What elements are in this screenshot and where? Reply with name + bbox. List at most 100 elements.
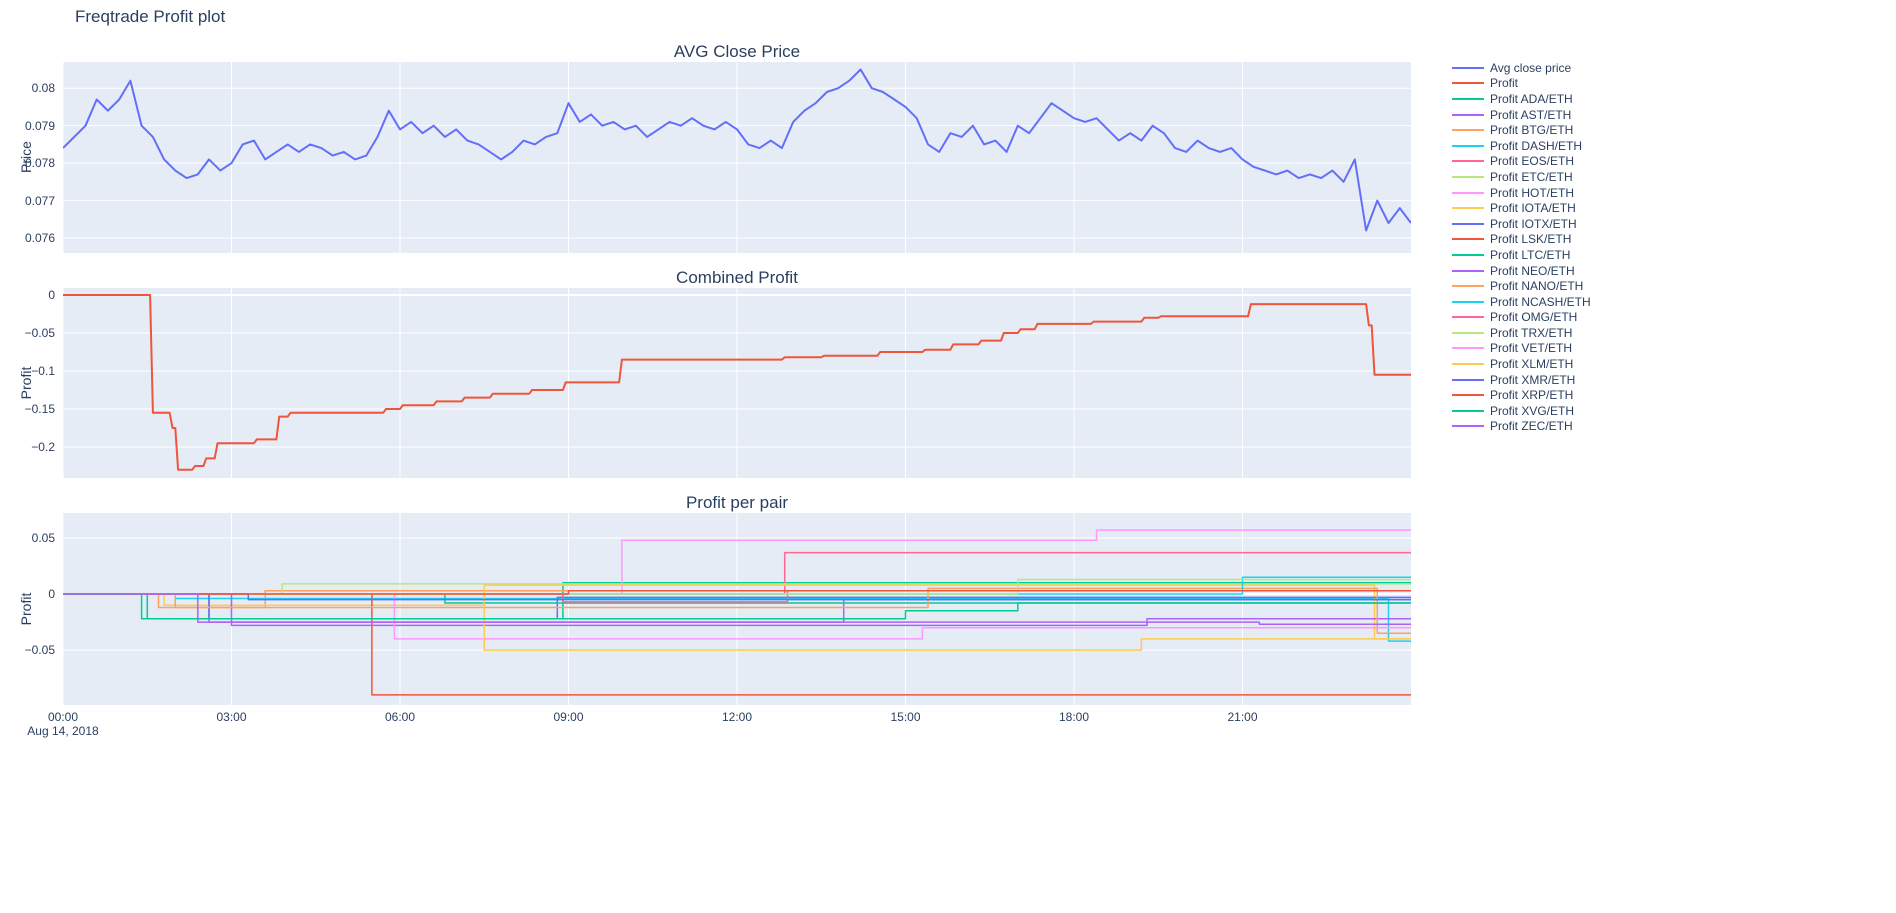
- y-tick-label: 0.05: [31, 530, 55, 545]
- legend-label: Profit XMR/ETH: [1490, 372, 1576, 387]
- x-tick-label: 06:00: [384, 710, 416, 724]
- legend-line-swatch-icon: [1452, 331, 1484, 334]
- legend-item-profit-ltc-eth[interactable]: Profit LTC/ETH: [1452, 247, 1591, 263]
- legend-line-swatch-icon: [1452, 160, 1484, 163]
- legend-label: Profit XRP/ETH: [1490, 388, 1574, 403]
- legend-line-swatch-icon: [1452, 285, 1484, 288]
- legend-line-swatch-icon: [1452, 222, 1484, 225]
- y-tick-label: 0.079: [24, 118, 55, 133]
- avg-close-price-plot-area[interactable]: [63, 62, 1411, 253]
- legend-item-profit-xrp-eth[interactable]: Profit XRP/ETH: [1452, 387, 1591, 403]
- legend-item-profit-xmr-eth[interactable]: Profit XMR/ETH: [1452, 372, 1591, 388]
- legend-item-profit-vet-eth[interactable]: Profit VET/ETH: [1452, 341, 1591, 357]
- x-tick-label: 09:00: [553, 710, 584, 724]
- y-tick-label: −0.05: [24, 643, 55, 658]
- profit-per-pair-plot-area[interactable]: [63, 513, 1411, 705]
- legend-line-swatch-icon: [1452, 394, 1484, 397]
- series-profit-xvg-eth: [63, 593, 1411, 620]
- x-tick-label: 15:00: [890, 710, 921, 724]
- legend-label: Profit HOT/ETH: [1490, 185, 1575, 200]
- legend-item-profit-ada-eth[interactable]: Profit ADA/ETH: [1452, 91, 1591, 107]
- legend-label: Profit LTC/ETH: [1490, 247, 1571, 262]
- x-tick-label: 12:00: [721, 710, 753, 724]
- chart-title-combined-profit: Combined Profit: [676, 268, 798, 287]
- x-tick-label: 00:00: [47, 710, 79, 724]
- series-avg-close-price: [63, 68, 1411, 232]
- legend-label: Profit LSK/ETH: [1490, 232, 1572, 247]
- chart-title-avg-close-price: AVG Close Price: [673, 42, 801, 61]
- legend-item-profit-hot-eth[interactable]: Profit HOT/ETH: [1452, 185, 1591, 201]
- legend-item-profit-dash-eth[interactable]: Profit DASH/ETH: [1452, 138, 1591, 154]
- legend-item-avg-close-price[interactable]: Avg close price: [1452, 60, 1591, 76]
- legend-item-profit-zec-eth[interactable]: Profit ZEC/ETH: [1452, 419, 1591, 435]
- legend-label: Profit BTG/ETH: [1490, 123, 1574, 138]
- y-tick-label: 0: [48, 587, 55, 602]
- legend-label: Profit DASH/ETH: [1490, 138, 1583, 153]
- y-tick-label: 0.08: [31, 81, 55, 96]
- legend-item-profit-neo-eth[interactable]: Profit NEO/ETH: [1452, 263, 1591, 279]
- legend-line-swatch-icon: [1452, 238, 1484, 241]
- legend-line-swatch-icon: [1452, 253, 1484, 256]
- page-title: Freqtrade Profit plot: [75, 7, 226, 26]
- series-profit-xrp-eth: [63, 589, 1411, 595]
- y-tick-label: 0.078: [24, 156, 55, 171]
- legend-item-profit-iotx-eth[interactable]: Profit IOTX/ETH: [1452, 216, 1591, 232]
- legend-line-swatch-icon: [1452, 175, 1484, 178]
- legend-label: Profit EOS/ETH: [1490, 154, 1575, 169]
- legend-line-swatch-icon: [1452, 409, 1484, 412]
- legend-item-profit-omg-eth[interactable]: Profit OMG/ETH: [1452, 310, 1591, 326]
- legend-item-profit-ast-eth[interactable]: Profit AST/ETH: [1452, 107, 1591, 123]
- legend-label: Profit OMG/ETH: [1490, 310, 1578, 325]
- y-tick-label: −0.15: [24, 401, 55, 416]
- legend-item-profit-iota-eth[interactable]: Profit IOTA/ETH: [1452, 200, 1591, 216]
- x-tick-label: 18:00: [1058, 710, 1090, 724]
- legend-label: Profit NANO/ETH: [1490, 279, 1584, 294]
- series-profit-nano-eth: [63, 587, 1411, 635]
- legend-item-profit-eos-eth[interactable]: Profit EOS/ETH: [1452, 154, 1591, 170]
- legend-label: Profit XVG/ETH: [1490, 403, 1575, 418]
- legend-line-swatch-icon: [1452, 66, 1484, 69]
- legend-line-swatch-icon: [1452, 97, 1484, 100]
- legend-line-swatch-icon: [1452, 425, 1484, 428]
- y-tick-label: −0.05: [24, 325, 55, 340]
- legend-line-swatch-icon: [1452, 207, 1484, 210]
- legend-label: Profit: [1490, 76, 1519, 91]
- legend-item-profit-btg-eth[interactable]: Profit BTG/ETH: [1452, 122, 1591, 138]
- legend-label: Profit NEO/ETH: [1490, 263, 1575, 278]
- legend-item-profit-ncash-eth[interactable]: Profit NCASH/ETH: [1452, 294, 1591, 310]
- legend-line-swatch-icon: [1452, 316, 1484, 319]
- x-axis-date-label: Aug 14, 2018: [27, 724, 99, 738]
- legend-line-swatch-icon: [1452, 300, 1484, 303]
- legend-item-profit-xlm-eth[interactable]: Profit XLM/ETH: [1452, 356, 1591, 372]
- legend-label: Profit IOTA/ETH: [1490, 201, 1576, 216]
- legend-label: Profit ETC/ETH: [1490, 169, 1573, 184]
- x-tick-label: 21:00: [1227, 710, 1258, 724]
- legend-label: Profit ZEC/ETH: [1490, 419, 1573, 434]
- y-tick-label: −0.1: [31, 363, 55, 378]
- legend-item-profit-nano-eth[interactable]: Profit NANO/ETH: [1452, 278, 1591, 294]
- legend-line-swatch-icon: [1452, 378, 1484, 381]
- y-tick-label: 0.077: [24, 193, 55, 208]
- legend-item-profit-trx-eth[interactable]: Profit TRX/ETH: [1452, 325, 1591, 341]
- legend-item-profit-xvg-eth[interactable]: Profit XVG/ETH: [1452, 403, 1591, 419]
- y-tick-label: 0.076: [24, 231, 55, 246]
- series-profit: [63, 294, 1411, 471]
- y-tick-label: −0.2: [31, 439, 55, 454]
- legend-label: Profit TRX/ETH: [1490, 325, 1573, 340]
- legend-label: Profit AST/ETH: [1490, 107, 1572, 122]
- combined-profit-plot-area[interactable]: [63, 288, 1411, 478]
- legend-item-profit[interactable]: Profit: [1452, 76, 1591, 92]
- legend: Avg close price Profit Profit ADA/ETH Profi…: [1452, 60, 1591, 434]
- legend-line-swatch-icon: [1452, 191, 1484, 194]
- legend-item-profit-etc-eth[interactable]: Profit ETC/ETH: [1452, 169, 1591, 185]
- legend-label: Profit VET/ETH: [1490, 341, 1573, 356]
- legend-line-swatch-icon: [1452, 144, 1484, 147]
- legend-line-swatch-icon: [1452, 113, 1484, 116]
- x-tick-label: 03:00: [216, 710, 247, 724]
- legend-line-swatch-icon: [1452, 347, 1484, 350]
- legend-label: Avg close price: [1490, 60, 1572, 75]
- legend-label: Profit ADA/ETH: [1490, 91, 1573, 106]
- legend-line-swatch-icon: [1452, 129, 1484, 132]
- legend-item-profit-lsk-eth[interactable]: Profit LSK/ETH: [1452, 232, 1591, 248]
